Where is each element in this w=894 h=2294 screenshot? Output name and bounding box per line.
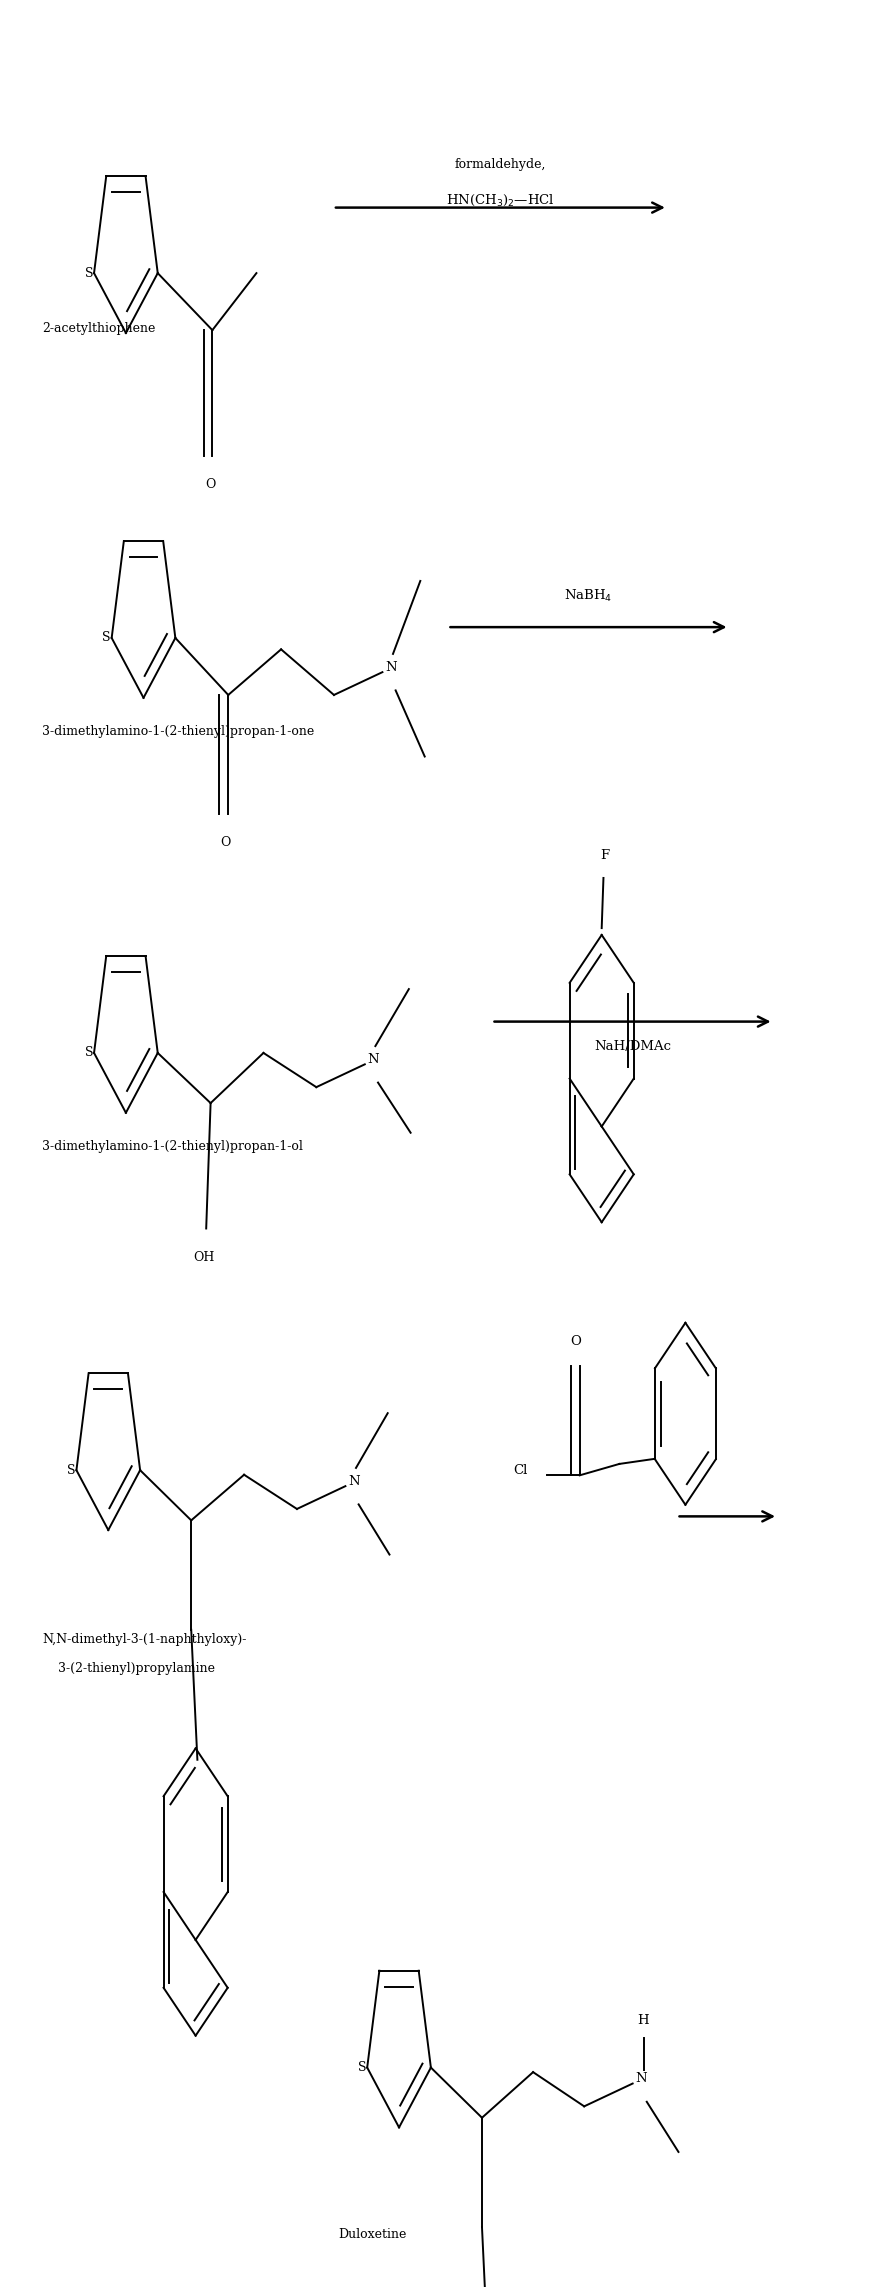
Text: N: N <box>348 1475 359 1489</box>
Text: S: S <box>85 1046 93 1060</box>
Text: Duloxetine: Duloxetine <box>338 2227 407 2241</box>
Text: 2-acetylthiophene: 2-acetylthiophene <box>42 321 156 335</box>
Text: Cl: Cl <box>513 1464 527 1477</box>
Text: O: O <box>220 837 231 849</box>
Text: N: N <box>635 2071 646 2085</box>
Text: S: S <box>358 2060 366 2074</box>
Text: HN(CH$_3$)$_2$—HCl: HN(CH$_3$)$_2$—HCl <box>445 193 554 206</box>
Text: F: F <box>599 849 608 863</box>
Text: O: O <box>569 1335 580 1347</box>
Text: OH: OH <box>192 1250 214 1264</box>
Text: S: S <box>85 266 93 280</box>
Text: NaBH$_4$: NaBH$_4$ <box>564 587 611 603</box>
Text: N,N-dimethyl-3-(1-naphthyloxy)-: N,N-dimethyl-3-(1-naphthyloxy)- <box>42 1633 246 1645</box>
Text: H: H <box>637 2014 648 2026</box>
Text: S: S <box>67 1464 76 1477</box>
Text: 3-dimethylamino-1-(2-thienyl)propan-1-ol: 3-dimethylamino-1-(2-thienyl)propan-1-ol <box>42 1140 303 1154</box>
Text: S: S <box>102 631 111 645</box>
Text: formaldehyde,: formaldehyde, <box>454 158 545 172</box>
Text: 3-(2-thienyl)propylamine: 3-(2-thienyl)propylamine <box>42 1663 215 1675</box>
Text: N: N <box>384 661 396 674</box>
Text: N: N <box>367 1053 379 1067</box>
Text: NaH/DMAc: NaH/DMAc <box>594 1039 670 1053</box>
Text: O: O <box>206 479 215 491</box>
Text: 3-dimethylamino-1-(2-thienyl)propan-1-one: 3-dimethylamino-1-(2-thienyl)propan-1-on… <box>42 725 314 739</box>
